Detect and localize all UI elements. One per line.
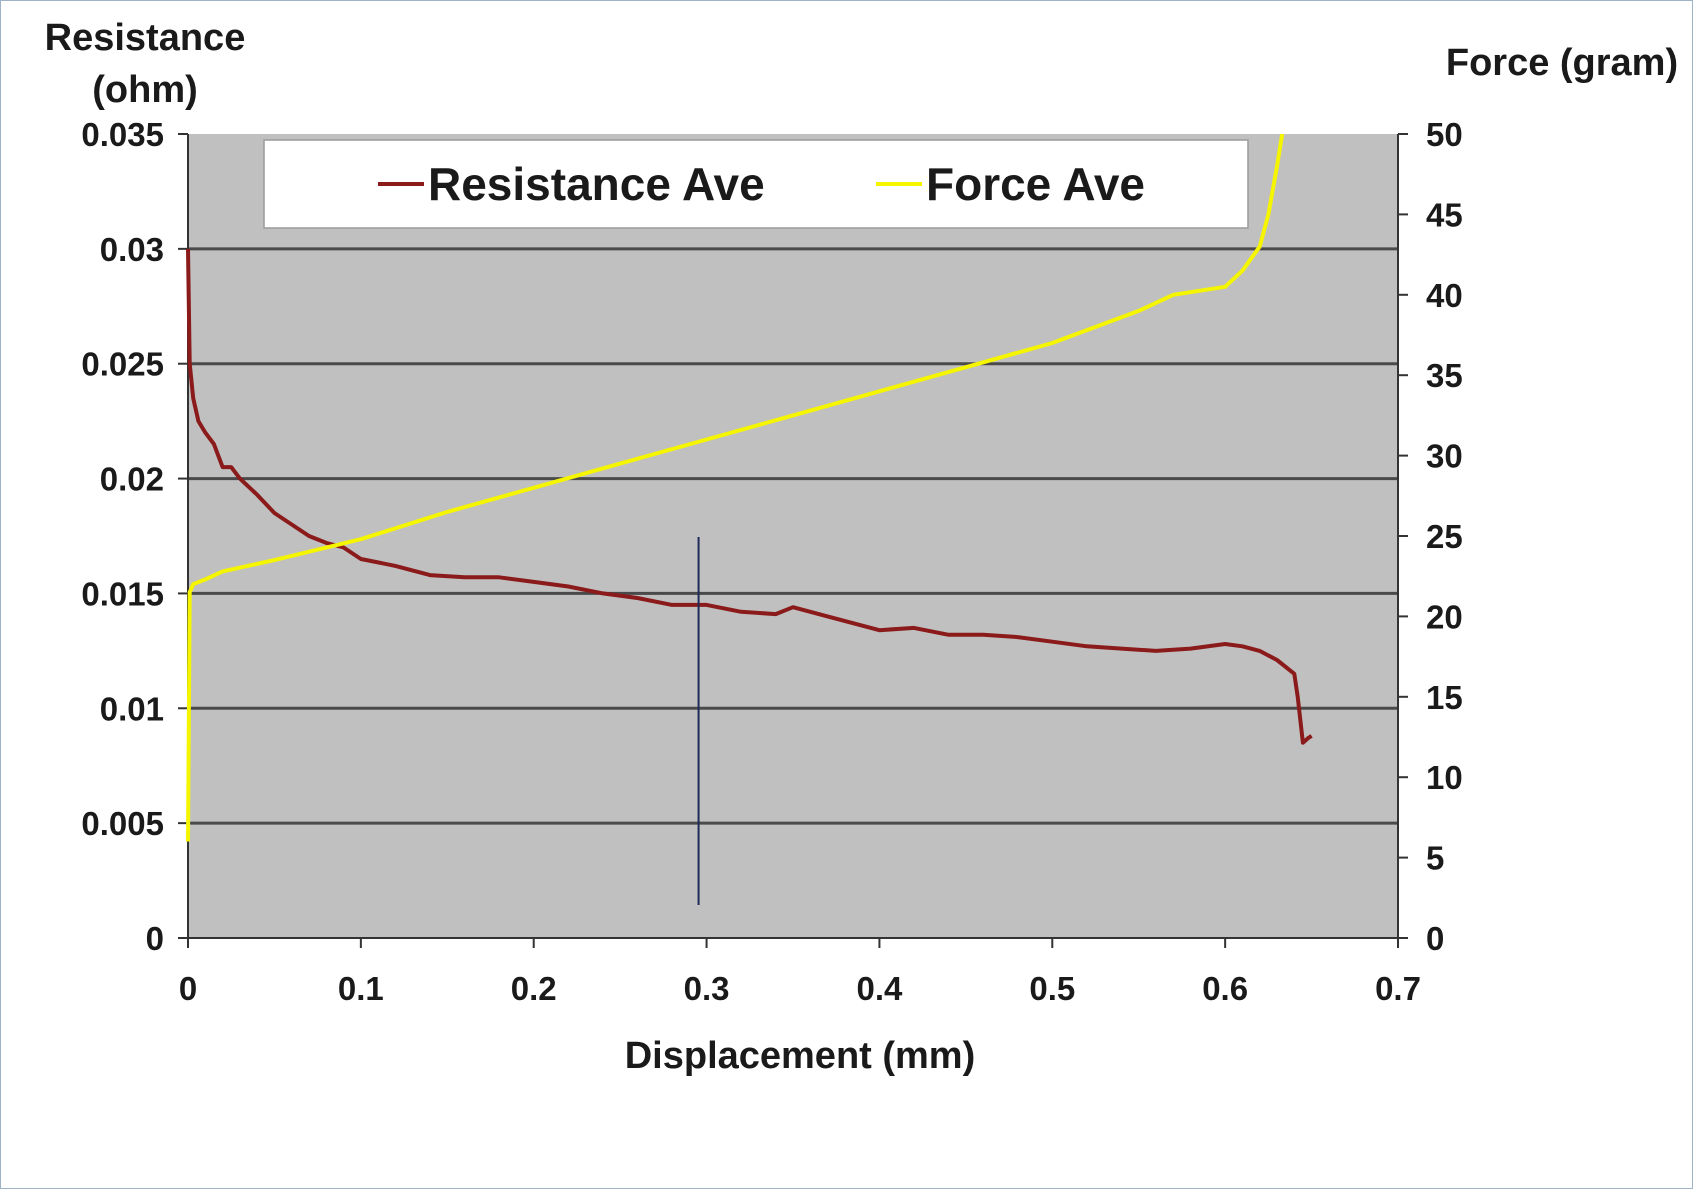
right-axis-tick-label: 10 <box>1426 759 1463 796</box>
x-axis-tick-label: 0.1 <box>338 970 384 1007</box>
x-axis-tick-label: 0 <box>179 970 197 1007</box>
right-axis-tick-label: 45 <box>1426 196 1463 233</box>
left-axis-tick-label: 0.03 <box>100 231 164 268</box>
x-axis-tick-label: 0.2 <box>511 970 557 1007</box>
left-axis: 0 0.005 0.01 0.015 0.02 0.025 0.03 0.035 <box>81 116 188 957</box>
right-axis-tick-label: 0 <box>1426 920 1444 957</box>
right-axis: 0 5 10 15 20 25 30 35 40 45 50 <box>1398 116 1463 957</box>
right-axis-tick-label: 30 <box>1426 438 1463 475</box>
x-axis-tick-label: 0.4 <box>856 970 903 1007</box>
legend: Resistance Ave Force Ave <box>264 140 1248 228</box>
legend-label-force: Force Ave <box>926 158 1145 210</box>
x-axis-tick-label: 0.7 <box>1375 970 1421 1007</box>
right-axis-tick-label: 35 <box>1426 357 1463 394</box>
legend-label-resistance: Resistance Ave <box>428 158 765 210</box>
left-axis-tick-label: 0 <box>146 920 164 957</box>
left-axis-tick-label: 0.025 <box>81 346 164 383</box>
left-axis-tick-label: 0.035 <box>81 116 164 153</box>
right-axis-tick-label: 50 <box>1426 116 1463 153</box>
left-axis-tick-label: 0.02 <box>100 461 164 498</box>
x-axis-tick-label: 0.5 <box>1029 970 1075 1007</box>
left-axis-tick-label: 0.015 <box>81 575 164 612</box>
right-axis-tick-label: 15 <box>1426 679 1463 716</box>
right-axis-tick-label: 40 <box>1426 277 1463 314</box>
right-axis-title: Force (gram) <box>1446 42 1678 84</box>
left-axis-tick-label: 0.01 <box>100 690 164 727</box>
right-axis-tick-label: 20 <box>1426 598 1463 635</box>
x-axis-title: Displacement (mm) <box>625 1035 976 1077</box>
right-axis-tick-label: 25 <box>1426 518 1463 555</box>
left-axis-title-line1: Resistance <box>45 17 246 59</box>
x-axis-tick-label: 0.3 <box>684 970 730 1007</box>
right-axis-tick-label: 5 <box>1426 840 1444 877</box>
x-axis: 0 0.1 0.2 0.3 0.4 0.5 0.6 0.7 <box>179 938 1421 1007</box>
x-axis-tick-label: 0.6 <box>1202 970 1248 1007</box>
left-axis-tick-label: 0.005 <box>81 805 164 842</box>
left-axis-title-line2: (ohm) <box>92 69 198 111</box>
